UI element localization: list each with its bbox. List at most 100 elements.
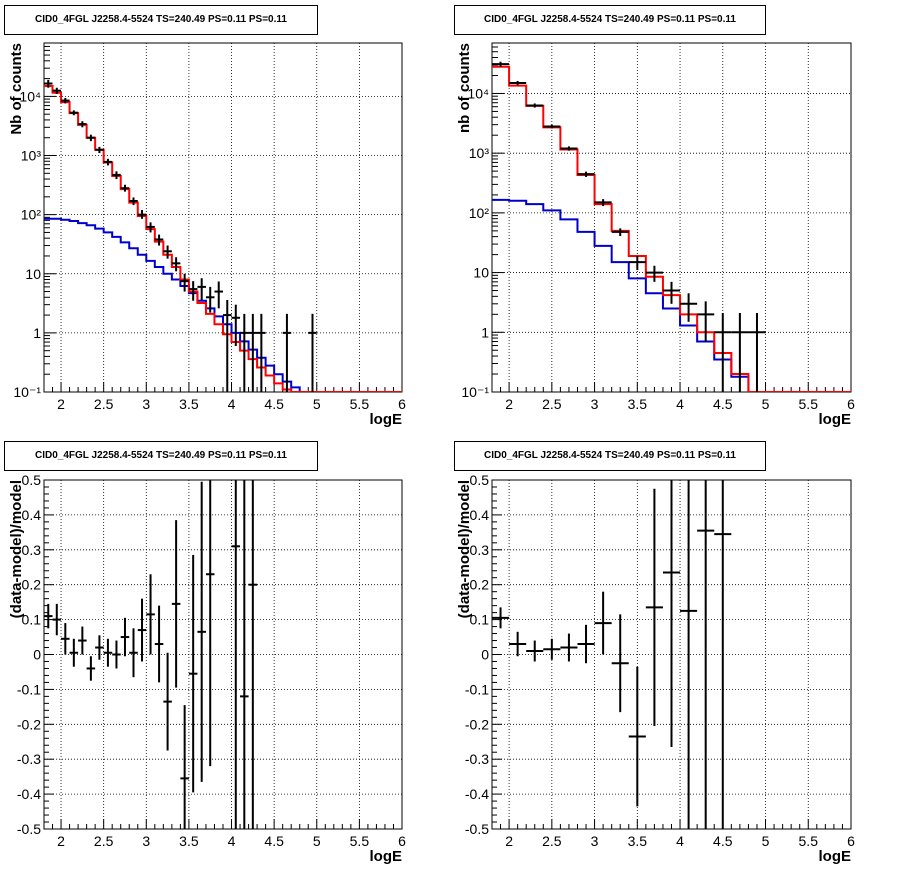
data-point <box>146 222 155 233</box>
data-point <box>95 635 104 660</box>
y-tick-label: 10³ <box>21 148 42 164</box>
y-tick-label: -0.4 <box>17 786 41 802</box>
y-tick-label: 0.5 <box>470 472 490 488</box>
x-tick-label: 3 <box>142 396 150 412</box>
data-point <box>697 301 715 342</box>
data-point <box>282 313 292 392</box>
y-tick-label: -0.3 <box>17 751 41 767</box>
data-point <box>78 121 87 128</box>
y-tick-label: 1 <box>33 325 41 341</box>
x-tick-label: 2.5 <box>542 833 562 849</box>
x-tick-label: 3 <box>142 833 150 849</box>
y-tick-label: 10² <box>469 205 490 221</box>
data-point <box>69 638 79 667</box>
grid-lines <box>44 480 402 829</box>
y-tick-label: 0.1 <box>22 612 42 628</box>
x-tick-label: 2 <box>505 833 513 849</box>
series-data <box>44 480 258 829</box>
x-tick-label: 6 <box>398 833 406 849</box>
data-point <box>137 598 147 662</box>
x-tick-label: 4 <box>228 396 236 412</box>
x-tick-label: 2.5 <box>94 833 114 849</box>
x-axis-label: logE <box>819 411 852 428</box>
data-point <box>611 614 629 713</box>
y-tick-label: 10³ <box>469 145 490 161</box>
x-tick-label: 5 <box>762 396 770 412</box>
x-tick-label: 3.5 <box>179 833 199 849</box>
y-tick-label: 10⁻¹ <box>13 384 41 400</box>
data-point <box>163 245 172 259</box>
x-tick-label: 2 <box>57 396 65 412</box>
x-tick-label: 3.5 <box>179 396 199 412</box>
data-point <box>509 80 527 86</box>
y-tick-label: 0 <box>33 647 41 663</box>
data-point <box>248 480 258 829</box>
data-point <box>543 124 561 129</box>
data-point <box>611 228 629 236</box>
data-point <box>95 146 104 154</box>
data-point <box>52 603 62 636</box>
x-tick-label: 3.5 <box>628 833 648 849</box>
y-tick-label: 0.2 <box>470 577 490 593</box>
y-tick-label: 0.4 <box>22 507 42 523</box>
x-tick-label: 3.5 <box>628 396 648 412</box>
plot-frame <box>491 42 852 393</box>
y-tick-label: 0 <box>481 647 489 663</box>
x-tick-label: 5 <box>313 396 321 412</box>
y-tick-label: 0.2 <box>22 577 42 593</box>
data-point <box>120 617 130 657</box>
x-tick-label: 5.5 <box>350 396 370 412</box>
x-axis-label: logE <box>819 848 852 865</box>
data-point <box>197 278 206 300</box>
x-tick-label: 6 <box>847 833 855 849</box>
x-tick-label: 4.5 <box>713 833 733 849</box>
data-point <box>680 293 698 322</box>
y-tick-label: 10 <box>25 266 41 282</box>
data-point <box>205 480 215 767</box>
x-tick-label: 4.5 <box>713 396 733 412</box>
data-point <box>86 656 96 681</box>
x-tick-label: 5.5 <box>799 396 819 412</box>
data-point <box>697 480 715 829</box>
x-tick-label: 5 <box>313 833 321 849</box>
plot-frame <box>43 479 403 830</box>
data-point <box>543 638 561 660</box>
panel-title-4: CID0_4FGL J2258.4-5524 TS=240.49 PS=0.11… <box>454 441 766 471</box>
x-tick-label: 3 <box>591 396 599 412</box>
data-point <box>205 286 215 313</box>
grid-lines <box>44 43 402 392</box>
data-point <box>214 281 223 309</box>
y-tick-label: -0.1 <box>17 681 41 697</box>
data-point <box>645 488 663 727</box>
y-tick-label: 0.4 <box>470 507 490 523</box>
data-point <box>748 313 766 392</box>
x-tick-label: 5.5 <box>799 833 819 849</box>
series-data <box>492 61 766 392</box>
plot-frame <box>43 42 403 393</box>
y-tick-label: 0.5 <box>22 472 42 488</box>
panel-4: 2 2.5 3 3.5 4 4.5 5 5.5 6 -0.5 -0.4 -0.3 -0.2 -0.1 0 0.… <box>456 472 855 865</box>
panel-title-3: CID0_4FGL J2258.4-5524 TS=240.49 PS=0.11… <box>4 441 318 471</box>
y-axis-label: (data-model)/model <box>456 480 473 618</box>
data-point <box>129 197 138 206</box>
y-tick-label: 10⁴ <box>467 85 489 101</box>
x-tick-label: 4 <box>676 396 684 412</box>
y-tick-label: 0.1 <box>470 612 490 628</box>
data-point <box>526 640 544 662</box>
data-point <box>188 555 198 793</box>
data-point <box>714 313 732 392</box>
data-point <box>103 638 113 667</box>
series-total-model <box>492 65 851 392</box>
series-data <box>492 480 732 829</box>
data-point <box>509 631 527 657</box>
y-tick-label: -0.3 <box>465 751 489 767</box>
x-tick-label: 4.5 <box>264 833 284 849</box>
data-point <box>594 199 612 207</box>
y-axis-label: Nb of counts <box>8 43 25 135</box>
data-point <box>231 480 241 829</box>
data-point <box>44 79 53 88</box>
data-point <box>78 626 87 655</box>
data-point <box>44 603 53 629</box>
data-point <box>628 666 646 807</box>
